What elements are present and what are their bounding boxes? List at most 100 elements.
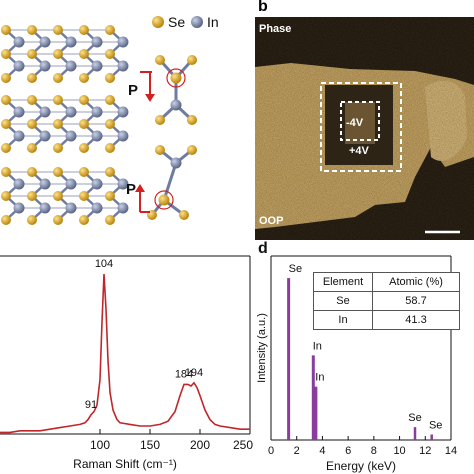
se-atom xyxy=(27,73,37,83)
panel-b-pfm-phase-image: b Phase OOP -4V +4V xyxy=(255,0,474,240)
se-atom xyxy=(105,95,115,105)
in-atom xyxy=(65,202,77,214)
in-legend-icon xyxy=(191,16,203,28)
se-atom xyxy=(53,143,63,153)
outer-box-voltage-label: +4V xyxy=(349,145,369,157)
peak-label: Se xyxy=(429,419,442,431)
x-tick-label: 6 xyxy=(345,445,351,457)
se-atom xyxy=(27,95,37,105)
se-atom xyxy=(105,143,115,153)
se-legend-icon xyxy=(152,16,164,28)
edx-peak-bar xyxy=(311,355,315,440)
in-atom xyxy=(117,36,129,48)
se-atom xyxy=(105,167,115,177)
in-atom xyxy=(91,202,103,214)
table-cell: Se xyxy=(313,291,373,311)
peak-label: Se xyxy=(408,412,421,424)
in-atom xyxy=(91,60,103,72)
se-atom xyxy=(53,167,63,177)
in-atom xyxy=(13,178,25,190)
in-atom xyxy=(13,202,25,214)
in-atom xyxy=(117,106,129,118)
se-legend-label: Se xyxy=(168,14,185,30)
se-atom xyxy=(53,191,63,201)
in-atom xyxy=(39,36,51,48)
table-cell: In xyxy=(313,310,373,330)
se-atom xyxy=(1,25,11,35)
peak-label: Se xyxy=(289,263,302,275)
raman-series-line xyxy=(0,273,250,434)
edx-spectrum-bars xyxy=(287,278,433,440)
se-atom xyxy=(1,191,11,201)
in-atom xyxy=(13,36,25,48)
se-atom xyxy=(79,191,89,201)
x-tick-label: 100 xyxy=(90,438,110,452)
phase-label: Phase xyxy=(259,23,292,35)
se-atom xyxy=(79,119,89,129)
edx-y-axis-label: Intensity (a.u.) xyxy=(256,313,268,383)
se-atom xyxy=(1,95,11,105)
se-atom xyxy=(105,119,115,129)
displaced-atom-ring-icon xyxy=(166,68,186,88)
se-atom xyxy=(53,119,63,129)
se-atom xyxy=(1,167,11,177)
edx-x-axis-label: Energy (keV) xyxy=(326,459,396,473)
x-tick-label: 4 xyxy=(319,445,325,457)
x-tick-label: 8 xyxy=(371,445,377,457)
edx-peak-bar xyxy=(287,278,291,440)
in-atom xyxy=(91,130,103,142)
in-atom xyxy=(91,178,103,190)
polarization-down-arrow-icon xyxy=(140,71,155,102)
unit-cell-down-state xyxy=(147,145,197,220)
in-atom xyxy=(65,130,77,142)
in-atom xyxy=(13,106,25,118)
se-atom xyxy=(27,119,37,129)
in-atom xyxy=(117,60,129,72)
panel-letter-d: d xyxy=(258,240,268,257)
se-atom xyxy=(79,95,89,105)
se-atom xyxy=(53,25,63,35)
se-atom xyxy=(1,215,11,225)
in-atom xyxy=(117,178,129,190)
in-atom xyxy=(65,36,77,48)
x-tick-label: 12 xyxy=(419,445,431,457)
in-atom xyxy=(65,178,77,190)
se-atom xyxy=(105,49,115,59)
se-atom xyxy=(79,73,89,83)
unit-cell-up-state xyxy=(155,55,197,125)
in-atom xyxy=(91,36,103,48)
se-atom xyxy=(53,95,63,105)
se-atom xyxy=(27,167,37,177)
se-atom xyxy=(1,119,11,129)
x-tick-label: 200 xyxy=(190,438,210,452)
edx-composition-table: Element Atomic (%) Se 58.7 In 41.3 xyxy=(313,272,460,330)
polarization-up-arrow-icon xyxy=(135,184,150,213)
in-atom xyxy=(39,60,51,72)
se-atom xyxy=(27,25,37,35)
table-row: Se 58.7 xyxy=(313,291,460,311)
x-tick-label: 10 xyxy=(393,445,405,457)
se-atom xyxy=(27,49,37,59)
inner-box-voltage-label: -4V xyxy=(346,117,364,129)
se-atom xyxy=(1,143,11,153)
se-atom xyxy=(27,215,37,225)
panel-a-crystal-structure: Se In P P xyxy=(1,14,219,225)
in-atom xyxy=(39,202,51,214)
peak-label: 194 xyxy=(185,367,203,379)
in-atom xyxy=(117,130,129,142)
se-atom xyxy=(1,73,11,83)
edx-peak-bar xyxy=(413,427,417,440)
edx-peak-bar xyxy=(314,386,318,440)
se-atom xyxy=(27,191,37,201)
se-atom xyxy=(105,25,115,35)
x-tick-label: 250 xyxy=(233,438,253,452)
se-atom xyxy=(105,191,115,201)
se-atom xyxy=(27,143,37,153)
se-atom xyxy=(79,25,89,35)
pfm-phase-map xyxy=(255,17,474,240)
x-tick-label: 14 xyxy=(445,445,457,457)
se-atom xyxy=(79,143,89,153)
inner-write-box xyxy=(340,101,380,141)
x-tick-label: 150 xyxy=(140,438,160,452)
